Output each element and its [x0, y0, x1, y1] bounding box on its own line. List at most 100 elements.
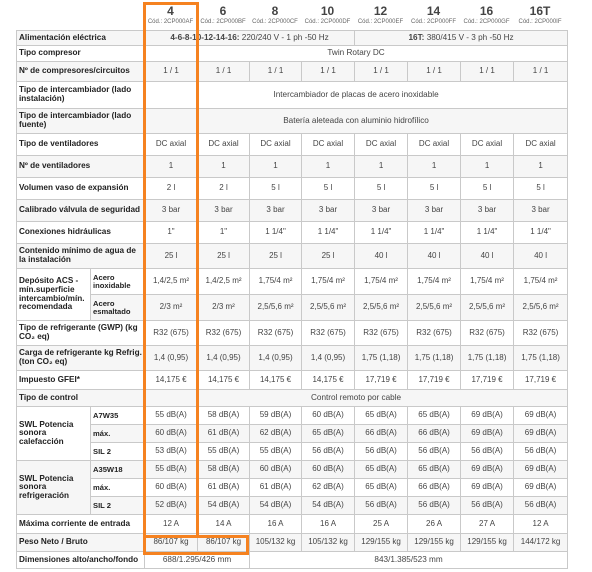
spec-row: Nº de ventiladores 1 1 1 1 1 1 1 1 — [15, 155, 569, 178]
row-label: Calibrado válvula de seguridad — [15, 199, 146, 222]
cell-value: 1,4 (0,95) — [301, 345, 356, 371]
cell-value: 16 A — [301, 514, 356, 534]
cell-value: 1 / 1 — [354, 61, 409, 82]
model-code: Cód.: 2CP000EF — [357, 19, 404, 25]
row-label: Máxima corriente de entrada — [15, 514, 146, 534]
row-label: Carga de refrigerante kg Refrig. (ton CO… — [15, 345, 146, 371]
cell-value: R32 (675) — [513, 320, 569, 346]
model-number: 16T — [529, 4, 551, 18]
swl-label: SWL Potencia sonora refrigeración — [16, 460, 91, 515]
cell-value: R32 (675) — [249, 320, 303, 346]
row-label: Tipo compresor — [15, 45, 146, 62]
cell-value: R32 (675) — [460, 320, 515, 346]
row-label: Conexiones hidráulicas — [15, 221, 146, 244]
spec-row: Conexiones hidráulicas 1" 1" 1 1/4" 1 1/4" 1 … — [15, 221, 569, 244]
cell-value: 40 l — [460, 243, 515, 269]
cell-value: 1" — [197, 221, 251, 244]
model-header-6: 16 Cód.: 2CP000GF — [460, 4, 513, 26]
cell-value: 17,719 € — [460, 370, 515, 390]
cell-value: 3 bar — [301, 199, 356, 222]
cell-value: 17,719 € — [407, 370, 462, 390]
model-number: 10 — [320, 4, 335, 18]
cell-value: DC axial — [249, 133, 303, 156]
cell-value: 1 1/4" — [354, 221, 409, 244]
cell-value: 17,719 € — [354, 370, 409, 390]
cell-value: R32 (675) — [144, 320, 199, 346]
cell-value: 1,75 (1,18) — [460, 345, 515, 371]
cell-value: 69 dB(A) — [513, 424, 569, 443]
row-label: Tipo de control — [15, 389, 146, 407]
spec-row: Tipo de ventiladores DC axial DC axial DC a… — [15, 133, 569, 156]
spec-row: Tipo compresor Twin Rotary DC — [15, 45, 569, 62]
cell-value: 1,4/2,5 m² — [197, 268, 251, 295]
cell-value: 1,75/4 m² — [301, 268, 356, 295]
cell-value: DC axial — [301, 133, 356, 156]
cell-value: 65 dB(A) — [354, 406, 409, 425]
model-header-1: 6 Cód.: 2CP000BF — [197, 4, 249, 26]
cell-value: 1 1/4" — [301, 221, 356, 244]
cell-value: 3 bar — [354, 199, 409, 222]
spec-row: Tipo de control Control remoto por cable — [15, 389, 569, 407]
cell-value: 56 dB(A) — [513, 442, 569, 461]
row-label: Nº de compresores/circuitos — [15, 61, 146, 82]
cell-value: 1,75/4 m² — [460, 268, 515, 295]
cell-value: R32 (675) — [301, 320, 356, 346]
model-header-7: 16T Cód.: 2CP000IF — [513, 4, 567, 26]
cell-value: 17,719 € — [513, 370, 569, 390]
cell-value: 129/155 kg — [407, 533, 462, 552]
spec-row: Calibrado válvula de seguridad 3 bar 3 bar… — [15, 199, 569, 222]
cell-value: 2,5/5,6 m² — [513, 294, 569, 321]
cell-value: 25 l — [301, 243, 356, 269]
cell-value: 66 dB(A) — [354, 424, 409, 443]
cell-value: 5 l — [460, 177, 515, 200]
cell-value: 40 l — [407, 243, 462, 269]
cell-value: 65 dB(A) — [407, 460, 462, 479]
spec-row: Carga de refrigerante kg Refrig. (ton CO… — [15, 345, 569, 371]
dimensions-other-models: 843/1.385/523 mm — [249, 551, 569, 569]
cell-value: 2,5/5,6 m² — [301, 294, 356, 321]
cell-value: 69 dB(A) — [460, 460, 515, 479]
cell-value: 62 dB(A) — [301, 478, 356, 497]
cell-value: 1 / 1 — [197, 61, 251, 82]
cell-value: 1 — [144, 155, 199, 178]
power-three-phase: 16T: 380/415 V - 3 ph -50 Hz — [354, 30, 569, 46]
cell-value: 60 dB(A) — [301, 460, 356, 479]
cell-value: R32 (675) — [354, 320, 409, 346]
cell-value: 25 A — [354, 514, 409, 534]
model-code: Cód.: 2CP000IF — [518, 19, 562, 25]
cell-value: 56 dB(A) — [407, 442, 462, 461]
cell-value: 1 1/4" — [407, 221, 462, 244]
cell-value: 62 dB(A) — [249, 424, 303, 443]
cell-value: 59 dB(A) — [249, 406, 303, 425]
acs-sub-enamelled: Acero esmaltado — [89, 294, 146, 321]
cell-value: 14,175 € — [197, 370, 251, 390]
row-label: Impuesto GFEI* — [15, 370, 146, 390]
cell-value: 26 A — [407, 514, 462, 534]
cell-value: 1,75 (1,18) — [354, 345, 409, 371]
row-label: Volumen vaso de expansión — [15, 177, 146, 200]
cell-value: 14,175 € — [301, 370, 356, 390]
spec-row: Peso Neto / Bruto 86/107 kg 86/107 kg 105/1… — [15, 533, 569, 552]
cell-value: 2 l — [144, 177, 199, 200]
spec-row: Depósito ACS - mín.superficie intercambi… — [16, 268, 569, 321]
spec-row: Impuesto GFEI* 14,175 €14,175 €14,175 €14… — [15, 370, 569, 390]
cell-value: 54 dB(A) — [301, 496, 356, 515]
cell-value: 55 dB(A) — [144, 406, 199, 425]
cell-value: 56 dB(A) — [301, 442, 356, 461]
row-label: Tipo de intercambiador (lado fuente) — [15, 108, 146, 134]
cell-value: 56 dB(A) — [354, 442, 409, 461]
cell-value: 1,4 (0,95) — [197, 345, 251, 371]
cell-value: 1,4/2,5 m² — [144, 268, 199, 295]
row-label: Dimensiones alto/ancho/fondo — [15, 551, 146, 569]
row-label: Nº de ventiladores — [15, 155, 146, 178]
model-header-0: 4 Cód.: 2CP000AF — [144, 4, 197, 26]
cell-value: 56 dB(A) — [513, 496, 569, 515]
model-header-2: 8 Cód.: 2CP000CF — [249, 4, 301, 26]
cell-value: 12 A — [144, 514, 199, 534]
cell-value: 3 bar — [460, 199, 515, 222]
cell-value: 61 dB(A) — [249, 478, 303, 497]
row-label: Tipo de ventiladores — [15, 133, 146, 156]
cell-value: 5 l — [407, 177, 462, 200]
cell-value: DC axial — [407, 133, 462, 156]
